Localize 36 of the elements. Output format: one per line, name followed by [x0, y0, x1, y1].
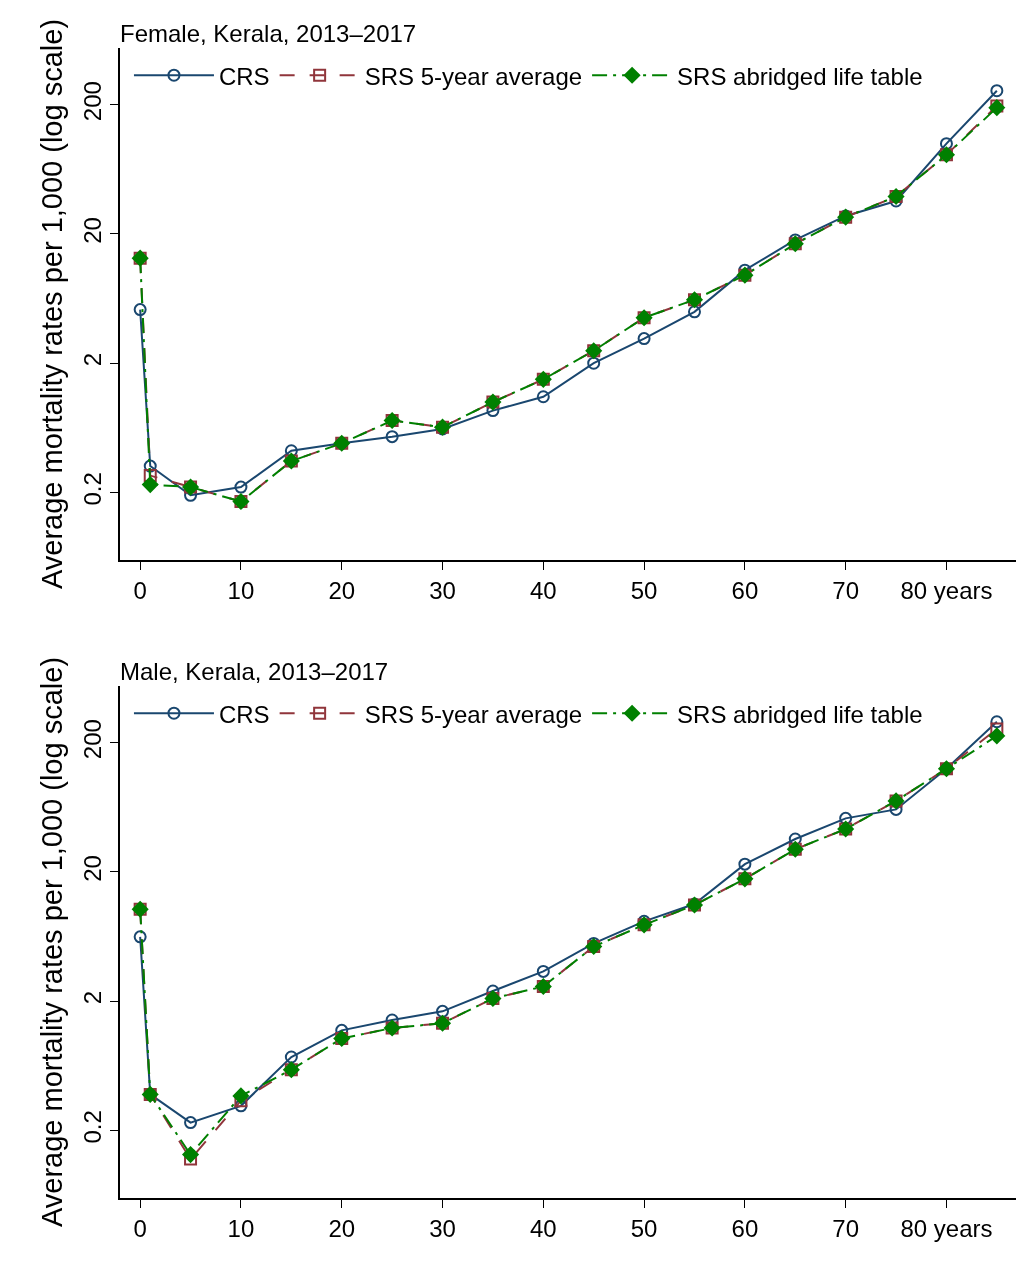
x-tick-label: 40 [529, 576, 557, 604]
x-tick-label: 60 [731, 1214, 759, 1242]
x-tick-label: 10 [227, 1214, 255, 1242]
x-tick-label: 80 years [900, 1214, 993, 1242]
x-tick-label: 80 years [900, 576, 993, 604]
x-tick-label: 10 [227, 576, 255, 604]
x-tick-label: 40 [529, 1214, 557, 1242]
y-axis-title: Average mortality rates per 1,000 (log scale) [35, 18, 68, 590]
x-tick-label: 20 [328, 576, 356, 604]
y-tick-label: 0.2 [78, 1110, 106, 1144]
y-tick-label: 200 [78, 719, 106, 760]
x-tick-label: 70 [832, 1214, 860, 1242]
x-tick-label: 0 [133, 1214, 147, 1242]
chart-title: Male, Kerala, 2013–2017 [120, 658, 389, 686]
x-tick-label: 60 [731, 576, 759, 604]
y-tick-label: 20 [78, 855, 106, 882]
legend-label: CRS [218, 62, 270, 90]
chart-title: Female, Kerala, 2013–2017 [120, 20, 417, 48]
legend-label: SRS abridged life table [677, 700, 923, 728]
x-tick-label: 50 [630, 576, 658, 604]
x-tick-label: 30 [429, 1214, 456, 1242]
y-tick-label: 200 [78, 81, 106, 122]
x-tick-label: 70 [832, 576, 860, 604]
legend-label: SRS abridged life table [677, 62, 923, 90]
y-tick-label: 2 [78, 990, 106, 1005]
x-tick-label: 0 [133, 576, 147, 604]
legend-label: SRS 5-year average [364, 700, 583, 728]
x-tick-label: 20 [328, 1214, 356, 1242]
x-tick-label: 50 [630, 1214, 658, 1242]
legend-label: CRS [218, 700, 270, 728]
x-tick-label: 30 [429, 576, 456, 604]
y-axis-title: Average mortality rates per 1,000 (log scale) [35, 656, 68, 1228]
legend-label: SRS 5-year average [364, 62, 583, 90]
y-tick-label: 2 [78, 352, 106, 367]
y-tick-label: 0.2 [78, 472, 106, 506]
y-tick-label: 20 [78, 217, 106, 244]
